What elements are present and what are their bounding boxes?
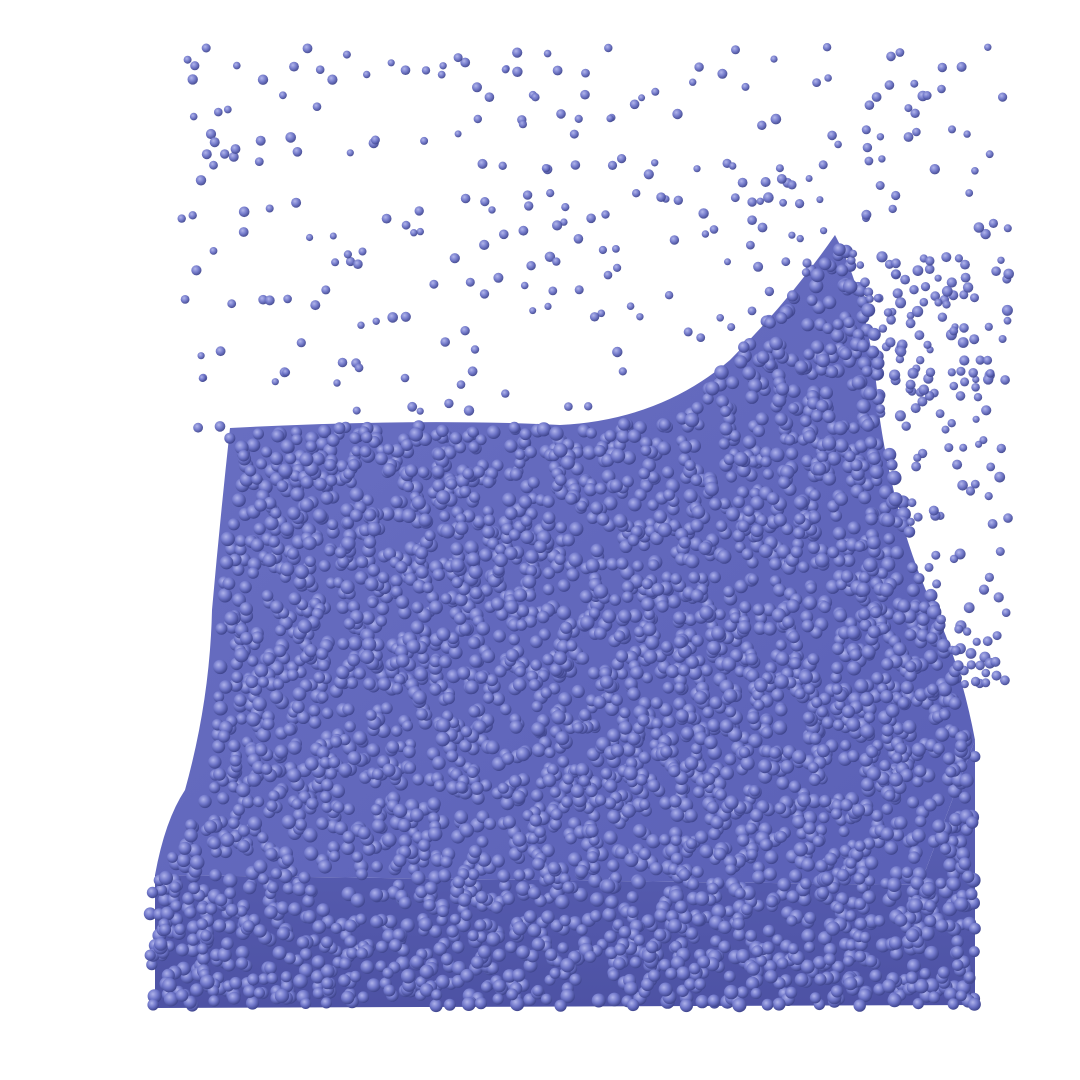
fluid-particles	[143, 43, 1014, 1013]
fluid-front-face	[155, 740, 975, 1008]
